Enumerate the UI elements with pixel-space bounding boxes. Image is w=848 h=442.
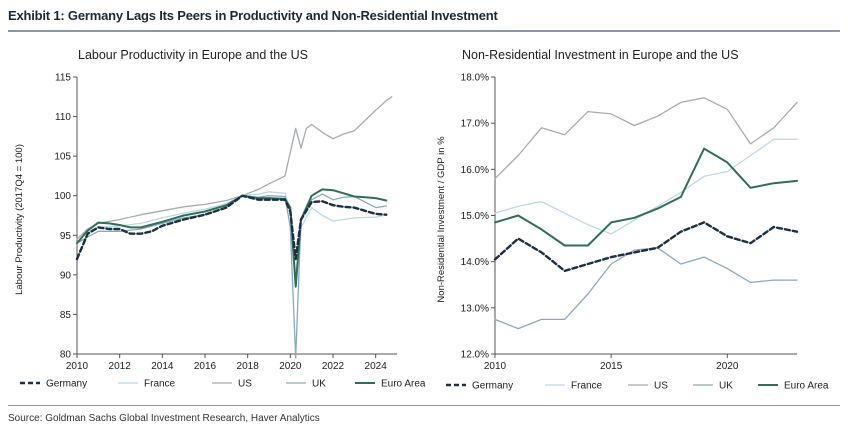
productivity-y-tick-label: 110: [55, 112, 71, 123]
bottom-divider: [8, 405, 840, 406]
investment-legend-label-euro-area: Euro Area: [784, 381, 829, 392]
exhibit-title: Exhibit 1: Germany Lags Its Peers in Pro…: [8, 8, 498, 23]
productivity-x-tick-label: 2020: [279, 361, 302, 372]
productivity-x-tick-label: 2024: [365, 361, 388, 372]
investment-legend-label-us: US: [654, 381, 668, 392]
investment-y-tick-label: 13.0%: [461, 303, 489, 314]
investment-x-tick-label: 2015: [600, 361, 623, 372]
productivity-series-france: [76, 191, 387, 276]
investment-x-tick-label: 2020: [716, 361, 739, 372]
productivity-series-us: [76, 96, 393, 240]
chart-title-investment: Non-Residential Investment in Europe and…: [462, 48, 739, 62]
productivity-y-tick-label: 100: [54, 191, 71, 202]
investment-y-tick-label: 12.0%: [461, 350, 489, 361]
productivity-legend-label-us: US: [238, 379, 252, 390]
productivity-y-axis-label: Labour Productivity (2017Q4 = 100): [14, 144, 25, 295]
productivity-x-tick-label: 2012: [109, 361, 132, 372]
chart-title-productivity: Labour Productivity in Europe and the US: [78, 48, 308, 62]
productivity-y-tick-label: 90: [60, 270, 72, 281]
productivity-x-tick-label: 2018: [237, 361, 260, 372]
productivity-y-tick-label: 85: [60, 310, 72, 321]
investment-series-germany: [493, 221, 799, 273]
productivity-y-tick-label: 115: [55, 73, 71, 84]
investment-series-euro-area: [494, 147, 798, 247]
productivity-legend-label-france: France: [144, 379, 176, 390]
investment-x-tick-label: 2010: [484, 361, 507, 372]
productivity-x-tick-label: 2022: [322, 361, 345, 372]
investment-y-tick-label: 14.0%: [461, 257, 489, 268]
investment-legend-label-uk: UK: [719, 381, 733, 392]
productivity-legend-label-uk: UK: [312, 379, 326, 390]
productivity-legend-label-euro-area: Euro Area: [381, 379, 426, 390]
source-note: Source: Goldman Sachs Global Investment …: [8, 413, 320, 424]
productivity-y-tick-label: 105: [54, 152, 71, 163]
investment-y-tick-label: 18.0%: [461, 73, 489, 84]
productivity-y-tick-label: 80: [60, 350, 72, 361]
productivity-series-uk: [76, 193, 387, 359]
productivity-series-euro-area: [76, 188, 388, 288]
productivity-y-tick-label: 95: [60, 231, 72, 242]
productivity-x-tick-label: 2010: [66, 361, 89, 372]
investment-y-tick-label: 16.0%: [461, 165, 489, 176]
productivity-legend-label-germany: Germany: [46, 379, 87, 390]
investment-series-us: [494, 97, 798, 180]
investment-series-uk: [494, 247, 798, 330]
investment-y-tick-label: 15.0%: [461, 211, 489, 222]
productivity-x-tick-label: 2014: [151, 361, 174, 372]
investment-y-tick-label: 17.0%: [461, 119, 489, 130]
investment-legend-label-germany: Germany: [472, 381, 513, 392]
investment-y-axis-label: Non-Residential Investment / GDP in %: [436, 136, 447, 303]
productivity-series-germany: [75, 194, 388, 261]
top-divider: [8, 30, 840, 32]
investment-legend-label-france: France: [571, 381, 603, 392]
productivity-x-tick-label: 2016: [194, 361, 217, 372]
